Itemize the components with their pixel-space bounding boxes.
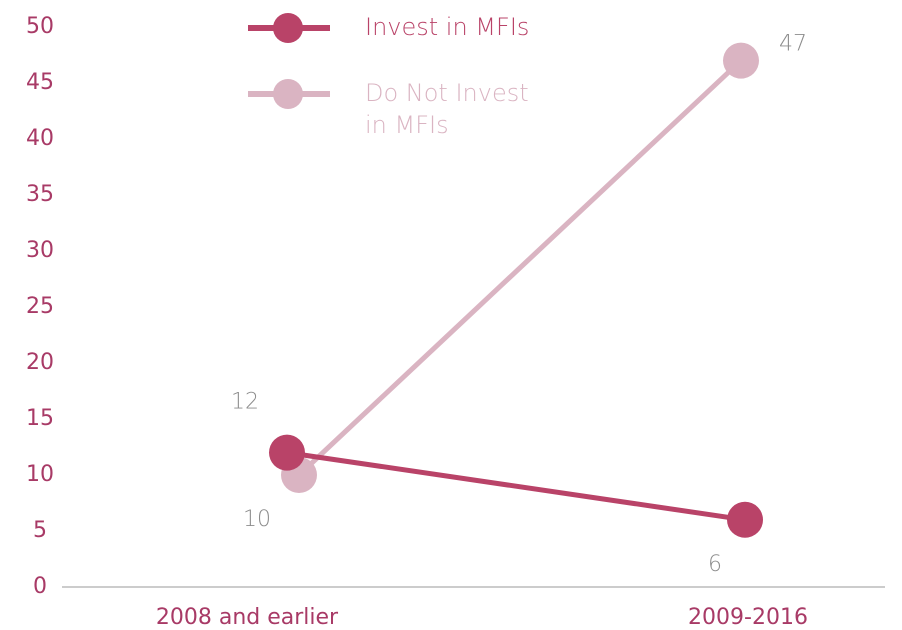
value-label: 6	[708, 552, 722, 577]
point	[727, 501, 763, 538]
legend-label: Invest in MFIs	[365, 13, 529, 41]
legend-label: Do Not Invest in MFIs	[365, 79, 529, 139]
line	[286, 450, 746, 523]
x-tick-label: 2009-2016	[688, 605, 808, 630]
value-label: 47	[779, 32, 807, 57]
y-tick-label: 15	[26, 406, 54, 431]
y-tick-label: 40	[26, 126, 54, 151]
legend-marker	[273, 79, 303, 109]
y-tick-label: 5	[33, 518, 47, 543]
y-tick-label: 25	[26, 294, 54, 319]
y-tick-label: 30	[26, 238, 54, 263]
y-tick-label: 20	[26, 350, 54, 375]
line	[297, 58, 743, 477]
y-tick-label: 10	[26, 462, 54, 487]
x-tick-label: 2008 and earlier	[156, 605, 339, 630]
y-tick-label: 45	[26, 70, 54, 95]
legend-marker	[273, 13, 303, 43]
value-label: 10	[243, 507, 271, 532]
point	[269, 434, 305, 471]
y-tick-label: 50	[26, 14, 54, 39]
point	[723, 42, 759, 79]
y-tick-label: 0	[33, 574, 47, 599]
y-tick-label: 35	[26, 182, 54, 207]
value-label: 12	[231, 390, 259, 415]
